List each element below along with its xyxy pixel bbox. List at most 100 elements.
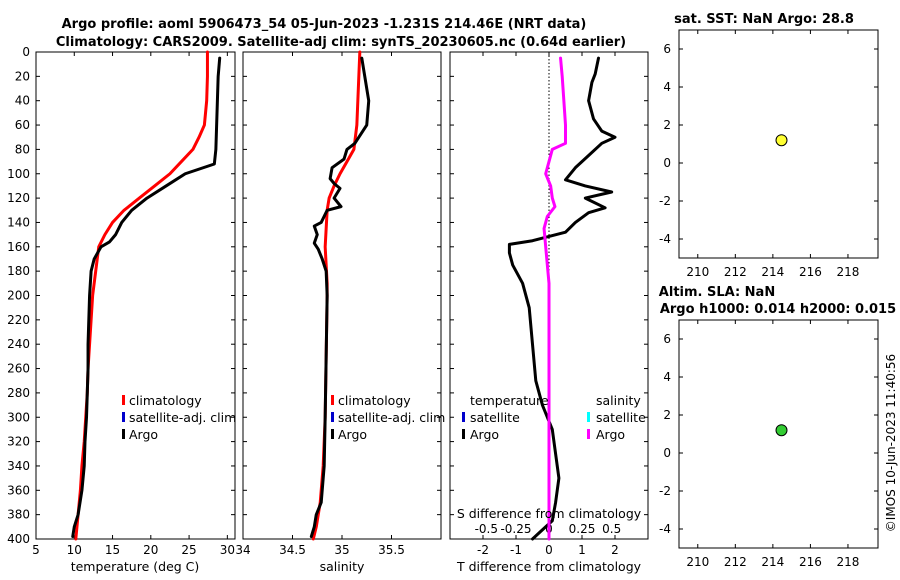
salinity-legend: climatology satellite-adj. clim Argo	[331, 393, 445, 442]
depth-tick-label: 260	[7, 362, 30, 376]
depth-tick-label: 140	[7, 215, 30, 229]
depth-tick-label: 400	[7, 532, 30, 546]
depth-tick-label: 180	[7, 264, 30, 278]
x-tick-label: 214	[761, 555, 784, 569]
sla-axes-box	[678, 319, 879, 549]
x-tick-label: 25	[181, 543, 196, 557]
y-tick-label: -4	[659, 232, 671, 246]
depth-tick-label: 300	[7, 410, 30, 424]
sla-panel: Altim. SLA: NaN Argo h1000: 0.014 h2000:…	[659, 285, 896, 569]
x-tick-label: 216	[799, 555, 822, 569]
depth-axis: 0 20 40 60 80 100 120 140 160 180 200 220 240 260 280 3…	[7, 45, 30, 546]
x-tick-label: -2	[477, 543, 489, 557]
salinity-lines	[309, 50, 371, 541]
depth-tick-label: 280	[7, 386, 30, 400]
x-tick-label: 0	[545, 543, 553, 557]
climatology-line	[311, 50, 362, 541]
sla-points	[775, 424, 788, 437]
legend-swatch-argo	[122, 429, 125, 439]
depth-tick-label: 80	[15, 142, 30, 156]
difference-x-ticks: -2 -1 0 1 2	[450, 51, 648, 557]
y-tick-label: 4	[663, 80, 671, 94]
salinity-axes-box	[242, 51, 442, 540]
x-tick-label: 218	[837, 265, 860, 279]
depth-tick-label: 340	[7, 459, 30, 473]
legend-swatch-s-argo	[587, 429, 590, 439]
temperature-xlabel: temperature (deg C)	[71, 559, 200, 574]
difference-legend: temperature satellite Argo salinity sate…	[462, 393, 646, 442]
legend-label-satadj: satellite-adj. clim	[129, 410, 236, 425]
y-tick-label: 0	[663, 446, 671, 460]
x-tick-label: 214	[761, 265, 784, 279]
sst-points	[775, 134, 788, 147]
main-title-line2: Climatology: CARS2009. Satellite-adj cli…	[56, 35, 626, 50]
x-tick-label: 34.5	[279, 543, 306, 557]
depth-tick-label: 320	[7, 435, 30, 449]
s-diff-tick-label: -0.25	[500, 522, 531, 536]
timestamp: ©IMOS 10-Jun-2023 11:40:56	[884, 354, 898, 532]
x-tick-label: 216	[799, 265, 822, 279]
sst-axes-box	[678, 29, 879, 259]
y-tick-label: -2	[659, 484, 671, 498]
depth-tick-label: 240	[7, 337, 30, 351]
sst-y-ticks: -4 -2 0 2 4 6	[659, 42, 878, 246]
y-tick-label: -2	[659, 194, 671, 208]
legend-swatch-climatology	[122, 395, 125, 405]
y-tick-label: 2	[663, 118, 671, 132]
legend-label-t-argo: Argo	[470, 427, 499, 442]
x-tick-label: 34	[235, 543, 250, 557]
main-title-line1: Argo profile: aoml 5906473_54 05-Jun-202…	[62, 17, 587, 32]
legend-label-climatology: climatology	[129, 393, 202, 408]
argo-line	[71, 56, 222, 539]
legend-title-salinity: salinity	[596, 393, 641, 408]
legend-title-temperature: temperature	[470, 393, 549, 408]
x-tick-label: 35.5	[378, 543, 405, 557]
sst-title: sat. SST: NaN Argo: 28.8	[674, 12, 854, 27]
legend-label-s-satellite: satellite	[596, 410, 646, 425]
legend-label-argo: Argo	[129, 427, 158, 442]
depth-tick-label: 380	[7, 508, 30, 522]
difference-lines	[507, 56, 617, 541]
sst-panel: sat. SST: NaN Argo: 28.8 210 212 214 216 218…	[659, 12, 879, 279]
x-tick-label: 35	[334, 543, 349, 557]
legend-label-s-argo: Argo	[596, 427, 625, 442]
legend-label-t-satellite: satellite	[470, 410, 520, 425]
salinity-x-ticks: 34 34.5 35 35.5	[235, 51, 441, 557]
x-tick-label: 212	[724, 555, 747, 569]
argo-temperature-line	[507, 56, 617, 541]
s-difference-label: S difference from climatology	[457, 506, 642, 521]
x-tick-label: 15	[105, 543, 120, 557]
x-tick-label: 5	[32, 543, 40, 557]
s-diff-tick-label: 0.25	[569, 522, 596, 536]
y-tick-label: 2	[663, 408, 671, 422]
legend-swatch-argo	[331, 429, 334, 439]
x-tick-label: 212	[724, 265, 747, 279]
legend-swatch-t-satellite	[462, 412, 465, 422]
x-tick-label: 10	[67, 543, 82, 557]
legend-swatch-satadj	[122, 412, 125, 422]
temperature-x-ticks: 5 10 15 20 25 30	[32, 51, 235, 557]
y-tick-label: 0	[663, 156, 671, 170]
s-diff-tick-label: 0.5	[602, 522, 621, 536]
legend-swatch-t-argo	[462, 429, 465, 439]
sla-subtitle: Argo h1000: 0.014 h2000: 0.015	[660, 302, 896, 317]
x-tick-label: 1	[578, 543, 586, 557]
x-tick-label: 2	[611, 543, 619, 557]
depth-tick-label: 20	[15, 69, 30, 83]
x-tick-label: 210	[686, 555, 709, 569]
temperature-panel: 5 10 15 20 25 30 temperature (deg C) climatol…	[32, 50, 236, 574]
y-tick-label: 6	[663, 42, 671, 56]
x-tick-label: 20	[143, 543, 158, 557]
x-tick-label: -1	[510, 543, 522, 557]
legend-swatch-satadj	[331, 412, 334, 422]
temperature-legend: climatology satellite-adj. clim Argo	[122, 393, 236, 442]
depth-tick-label: 360	[7, 483, 30, 497]
legend-swatch-s-satellite	[587, 412, 590, 422]
sla-y-ticks: -4 -2 0 2 4 6	[659, 332, 878, 536]
legend-label-argo: Argo	[338, 427, 367, 442]
difference-xlabel: T difference from climatology	[456, 559, 642, 574]
climatology-line	[74, 50, 209, 541]
sst-x-ticks: 210 212 214 216 218	[686, 30, 859, 279]
difference-panel: -2 -1 0 1 2 -0.5 -0.25 0 0.25 0.5 S difference f…	[449, 51, 649, 574]
